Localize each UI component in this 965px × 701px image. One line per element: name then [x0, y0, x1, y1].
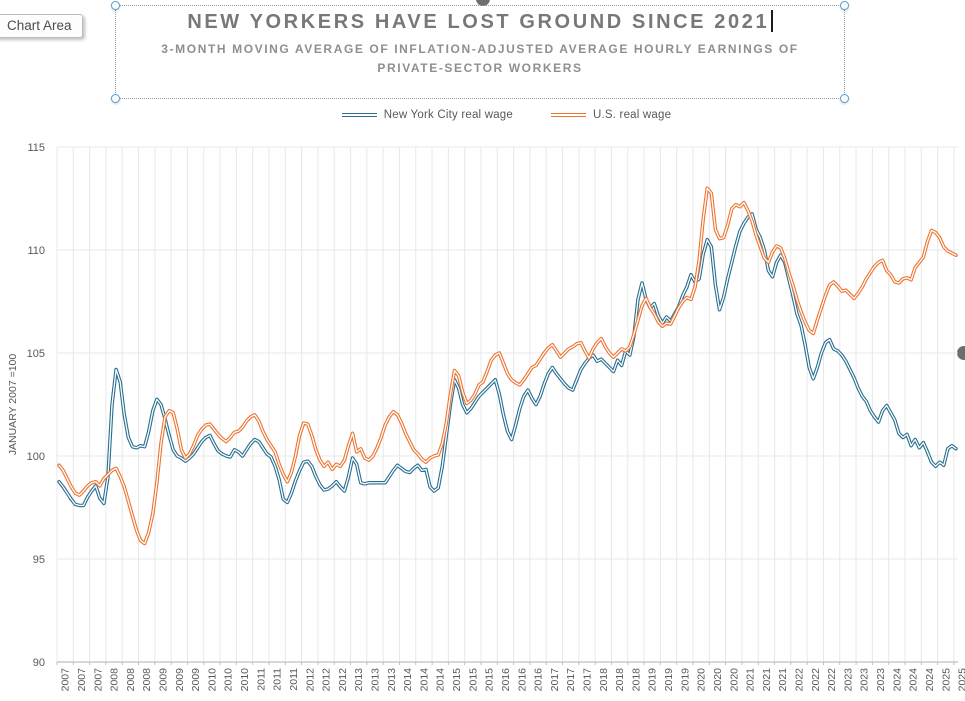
x-tick-label: 2009 — [190, 668, 202, 692]
y-tick-label: 110 — [27, 245, 45, 257]
x-tick-label: 2009 — [174, 668, 186, 692]
x-tick-label: 2018 — [598, 668, 610, 692]
series-line-nyc-core — [58, 213, 957, 507]
x-tick-label: 2023 — [859, 668, 871, 692]
x-tick-label: 2015 — [484, 668, 496, 692]
x-tick-label: 2022 — [826, 668, 838, 692]
y-axis-title: JANUARY 2007 =100 — [7, 354, 19, 456]
x-tick-label: 2019 — [647, 668, 659, 692]
y-tick-label: 105 — [27, 348, 45, 360]
legend-label: U.S. real wage — [593, 109, 672, 121]
x-tick-label: 2011 — [255, 668, 267, 691]
legend-item-us[interactable]: U.S. real wage — [551, 109, 671, 121]
axis-lines — [56, 661, 958, 665]
x-tick-label: 2010 — [223, 668, 235, 692]
y-tick-label: 90 — [33, 657, 45, 669]
selection-handle-top-left[interactable] — [111, 1, 120, 10]
legend[interactable]: New York City real wage U.S. real wage — [0, 109, 965, 121]
x-tick-label: 2010 — [206, 668, 218, 692]
nyc-line-swatch-icon — [341, 113, 377, 117]
series-line-us[interactable] — [57, 186, 958, 546]
series-line-nyc[interactable] — [57, 212, 958, 508]
y-tick-label: 115 — [27, 142, 45, 154]
x-tick-label: 2024 — [891, 668, 903, 692]
x-tick-label: 2021 — [745, 668, 757, 692]
x-tick-label: 2015 — [467, 668, 479, 692]
chart-title[interactable]: NEW YORKERS HAVE LOST GROUND SINCE 2021 — [115, 10, 845, 34]
chart-resize-handle-right[interactable] — [957, 346, 965, 360]
x-tick-label: 2016 — [500, 668, 512, 692]
x-tick-label: 2023 — [842, 668, 854, 692]
x-tick-label: 2021 — [777, 668, 789, 692]
x-tick-label: 2010 — [239, 668, 251, 692]
x-tick-label: 2013 — [353, 668, 365, 692]
x-axis-labels: 2007 2007 2007 2008 2008 2008 2009 2009 2009 2010… — [60, 668, 965, 692]
chart-title-text: NEW YORKERS HAVE LOST GROUND SINCE 2021 — [187, 11, 770, 33]
x-tick-label: 2013 — [386, 668, 398, 692]
text-cursor — [771, 10, 773, 32]
x-tick-label: 2014 — [418, 668, 430, 692]
x-tick-label: 2024 — [908, 668, 920, 692]
x-tick-label: 2009 — [158, 668, 170, 692]
x-tick-label: 2015 — [451, 668, 463, 692]
x-tick-label: 2020 — [728, 668, 740, 692]
x-tick-label: 2011 — [272, 668, 284, 691]
series-lines[interactable] — [57, 186, 958, 546]
y-axis-labels: 90 95 100 105 110 115 — [27, 142, 45, 669]
x-tick-label: 2007 — [92, 668, 104, 692]
y-tick-label: 100 — [27, 451, 45, 463]
chart-subtitle[interactable]: 3-MONTH MOVING AVERAGE OF INFLATION-ADJU… — [161, 42, 799, 75]
x-tick-label: 2020 — [696, 668, 708, 692]
x-tick-label: 2007 — [60, 668, 72, 692]
x-tick-label: 2008 — [125, 668, 137, 692]
x-tick-label: 2016 — [516, 668, 528, 692]
series-line-us-core — [58, 187, 957, 545]
chart-area-tooltip: Chart Area — [0, 14, 83, 38]
x-tick-label: 2014 — [402, 668, 414, 692]
x-tick-label: 2017 — [565, 668, 577, 692]
selection-handle-bottom-left[interactable] — [111, 94, 120, 103]
x-tick-label: 2019 — [663, 668, 675, 692]
legend-item-nyc[interactable]: New York City real wage — [341, 109, 513, 121]
x-tick-label: 2020 — [712, 668, 724, 692]
x-tick-label: 2013 — [370, 668, 382, 692]
x-tick-label: 2012 — [304, 668, 316, 692]
x-tick-label: 2017 — [549, 668, 561, 692]
x-tick-label: 2008 — [141, 668, 153, 692]
selection-handle-top-right[interactable] — [840, 1, 849, 10]
x-tick-label: 2016 — [533, 668, 545, 692]
x-tick-label: 2011 — [288, 668, 300, 691]
x-tick-label: 2019 — [679, 668, 691, 692]
us-line-swatch-icon — [551, 113, 586, 117]
x-tick-label: 2008 — [109, 668, 121, 692]
y-tick-label: 95 — [33, 554, 45, 566]
x-tick-label: 2022 — [810, 668, 822, 692]
x-tick-label: 2018 — [614, 668, 626, 692]
x-tick-label: 2017 — [582, 668, 594, 692]
title-selection-box[interactable] — [111, 1, 849, 103]
x-tick-label: 2007 — [76, 668, 88, 692]
x-tick-label: 2014 — [435, 668, 447, 692]
x-tick-label: 2012 — [321, 668, 333, 692]
selection-handle-bottom-right[interactable] — [840, 94, 849, 103]
x-tick-label: 2025 — [940, 668, 952, 692]
x-tick-label: 2012 — [337, 668, 349, 692]
legend-label: New York City real wage — [383, 109, 513, 121]
x-tick-label: 2025 — [957, 668, 965, 692]
x-tick-label: 2022 — [794, 668, 806, 692]
x-tick-label: 2023 — [875, 668, 887, 692]
x-tick-label: 2018 — [630, 668, 642, 692]
x-tick-label: 2024 — [924, 668, 936, 692]
gridlines — [56, 146, 958, 662]
chart-resize-handle-top[interactable] — [476, 0, 490, 6]
x-tick-label: 2021 — [761, 668, 773, 692]
